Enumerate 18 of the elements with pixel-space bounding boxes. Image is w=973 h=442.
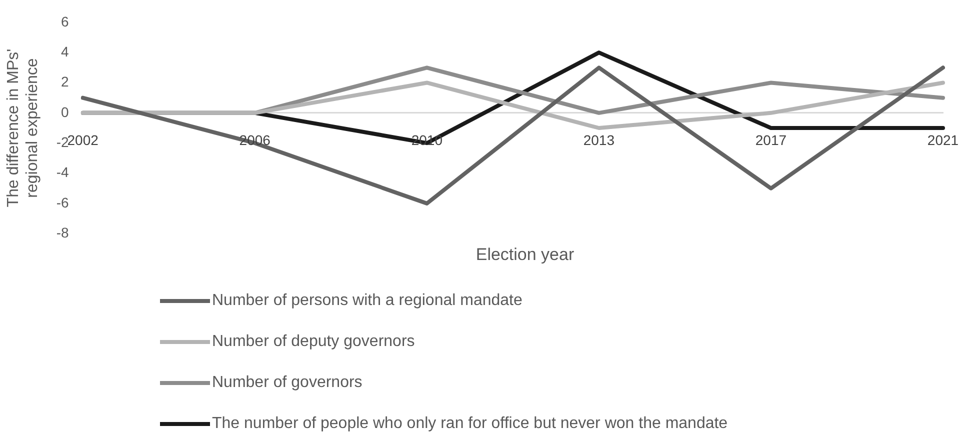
y-tick-label: -8: [56, 224, 70, 240]
y-tick-label: 2: [61, 74, 70, 90]
y-tick-label: -4: [56, 164, 70, 180]
x-tick-label: 2021: [927, 132, 959, 148]
x-tick-label: 2002: [67, 132, 99, 148]
x-axis-title: Election year: [474, 245, 576, 265]
y-axis-title: The difference in MPs' regional experience: [5, 48, 42, 208]
x-tick-label: 2013: [583, 132, 615, 148]
y-tick-label: -2: [56, 134, 70, 150]
x-tick-label: 2017: [755, 132, 787, 148]
y-tick-label: 4: [61, 43, 70, 60]
y-tick-label: 6: [61, 13, 70, 30]
legend-label: Number of deputy governors: [212, 332, 415, 350]
legend-label: The number of people who only ran for office but never won the mandate: [212, 414, 728, 432]
y-tick-label: -6: [56, 194, 70, 210]
legend-label: Number of persons with a regional mandate: [212, 292, 522, 310]
y-tick-label: 0: [61, 104, 70, 120]
legend-label: Number of governors: [212, 374, 362, 392]
